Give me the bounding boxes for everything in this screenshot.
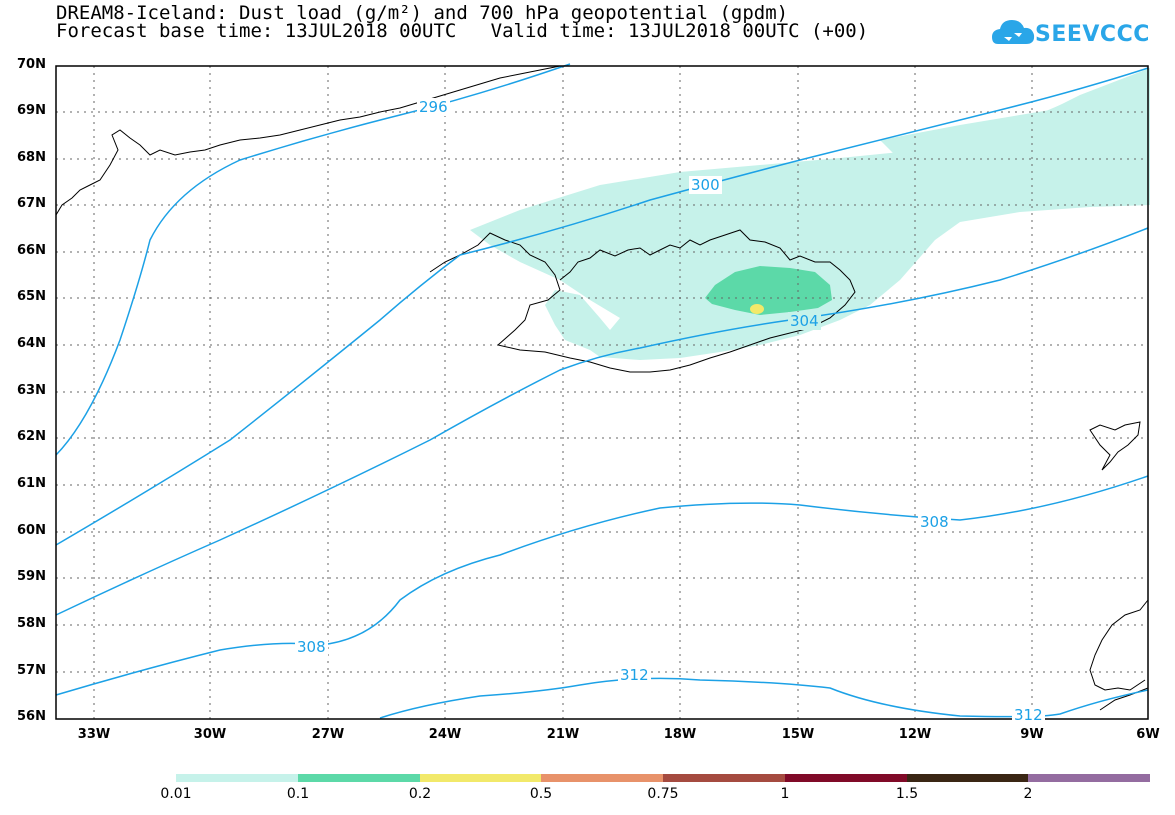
lat-label: 60N xyxy=(17,523,46,538)
contour-label-308-east: 308 xyxy=(918,513,951,531)
grid-lines xyxy=(56,66,1148,719)
lon-label: 15W xyxy=(781,727,815,742)
colorbar-label: 0.1 xyxy=(286,786,310,802)
colorbar-label: 1 xyxy=(780,786,790,802)
dust-area-high xyxy=(750,304,764,314)
colorbar-segment xyxy=(663,774,785,782)
dust-load-shading xyxy=(470,68,1150,360)
colorbar-segment xyxy=(176,774,298,782)
colorbar-segment xyxy=(541,774,663,782)
contour-label-300: 300 xyxy=(689,176,722,194)
lon-label: 24W xyxy=(428,727,462,742)
iceland-coast xyxy=(429,229,856,373)
contour-label-312-east: 312 xyxy=(1012,706,1045,724)
lat-label: 59N xyxy=(17,569,46,584)
lat-label: 58N xyxy=(17,616,46,631)
lat-label: 57N xyxy=(17,663,46,678)
map-frame xyxy=(55,65,1149,720)
lon-label: 18W xyxy=(663,727,697,742)
lat-label: 64N xyxy=(17,336,46,351)
lat-label: 70N xyxy=(17,57,46,72)
colorbar-label: 0.75 xyxy=(647,786,679,802)
lon-label: 21W xyxy=(546,727,580,742)
contour-label-296: 296 xyxy=(417,98,450,116)
contour-label-304: 304 xyxy=(788,312,821,330)
greenland-coast xyxy=(55,65,561,216)
colorbar-label: 0.5 xyxy=(529,786,553,802)
colorbar-segment xyxy=(420,774,541,782)
logo-text: SEEVCCC xyxy=(1035,22,1150,47)
lat-label: 63N xyxy=(17,383,46,398)
dust-area-mid xyxy=(705,266,832,315)
chart-title: DREAM8-Iceland: Dust load (g/m²) and 700… xyxy=(56,2,789,24)
lat-label: 68N xyxy=(17,150,46,165)
lon-label: 33W xyxy=(77,727,111,742)
contour-label-308-west: 308 xyxy=(295,638,328,656)
colorbar-segment xyxy=(907,774,1028,782)
lat-label: 69N xyxy=(17,103,46,118)
lon-label: 30W xyxy=(193,727,227,742)
lat-label: 62N xyxy=(17,429,46,444)
lon-label: 9W xyxy=(1020,727,1044,742)
lat-label: 61N xyxy=(17,476,46,491)
lat-label: 67N xyxy=(17,196,46,211)
colorbar-segment xyxy=(1028,774,1150,782)
colorbar-label: 0.2 xyxy=(408,786,432,802)
lat-label: 56N xyxy=(17,709,46,724)
lon-label: 12W xyxy=(898,727,932,742)
lat-label: 66N xyxy=(17,243,46,258)
lon-label: 6W xyxy=(1136,727,1160,742)
contour-label-312-center: 312 xyxy=(618,666,651,684)
chart-subtitle: Forecast base time: 13JUL2018 00UTC Vali… xyxy=(56,20,869,42)
faroe-coast xyxy=(1089,421,1141,471)
dust-area-low-b xyxy=(880,68,1150,160)
scotland-coast xyxy=(1089,599,1149,691)
lon-label: 27W xyxy=(311,727,345,742)
lat-label: 65N xyxy=(17,289,46,304)
colorbar-segment xyxy=(298,774,420,782)
colorbar-segment xyxy=(785,774,907,782)
cloud-icon xyxy=(992,20,1035,44)
colorbar-label: 1.5 xyxy=(895,786,919,802)
colorbar-label: 0.01 xyxy=(160,786,192,802)
colorbar-label: 2 xyxy=(1023,786,1033,802)
